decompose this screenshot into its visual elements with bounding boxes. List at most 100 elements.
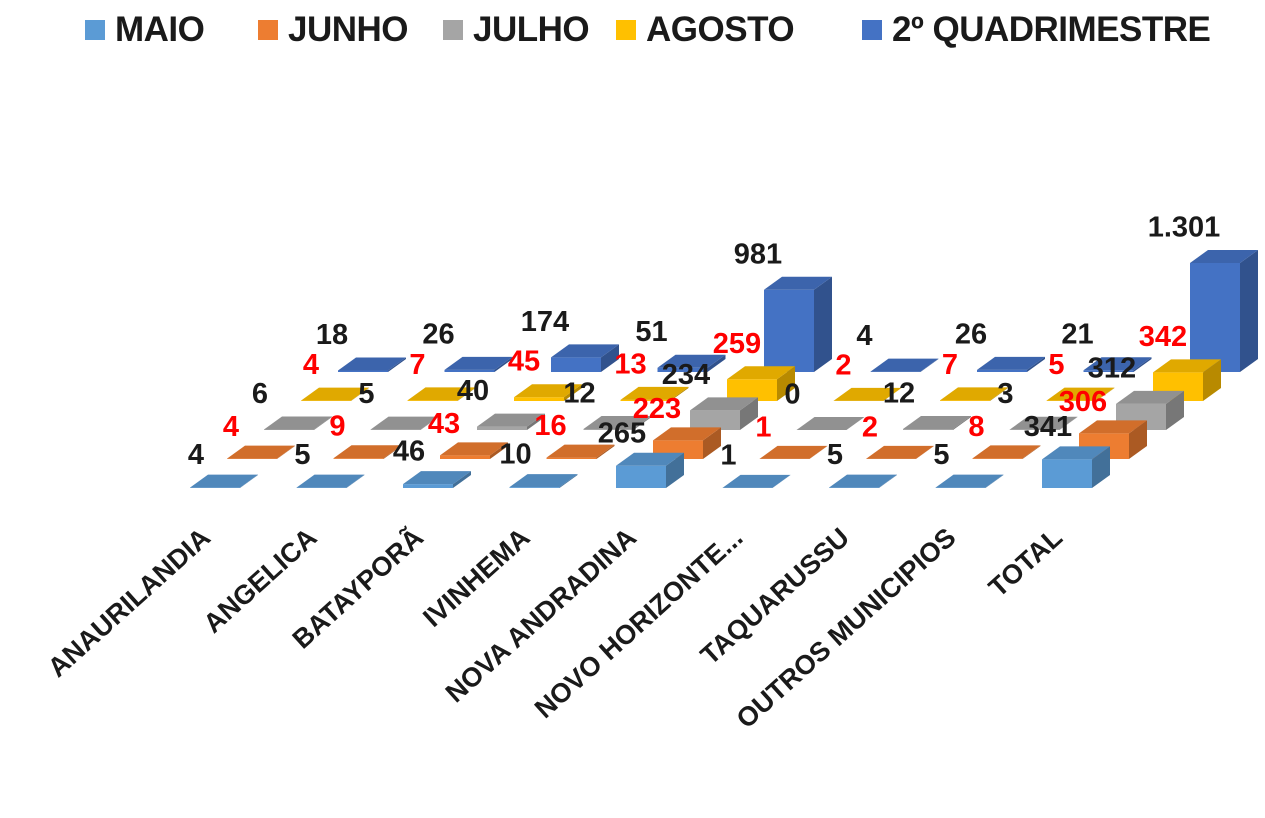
data-label-agosto: 259 [713,328,761,360]
bar-top-face [759,445,828,459]
data-label-maio: 5 [933,439,949,471]
data-label-julho: 3 [997,378,1013,410]
bar-front-face [333,458,384,459]
bar-junho-angelica [333,445,402,459]
bar-top-face [509,474,578,488]
data-label-agosto: 45 [508,346,540,378]
bar-top-face [403,471,471,485]
bar-2-quadrimestre-ivinhema [657,354,726,372]
bar-side-face [1027,356,1045,372]
bar-top-face [440,442,508,456]
bar-2-quadrimestre-angelica [444,356,513,372]
bar-junho-outros-municipios [972,445,1041,459]
bar-front-face [972,458,1023,459]
bar-top-face [977,356,1045,370]
data-label-agosto: 13 [614,348,646,380]
bar-2-quadrimestre-taquarussu [977,356,1045,372]
bar-maio-anaurilandia [190,474,258,488]
bar-agosto-angelica [407,387,476,401]
category-axis: ANAURILANDIAANGELICABATAYPORÃIVINHEMANOV… [42,521,1068,734]
bar-front-face [264,429,314,430]
bar-front-face [338,370,388,372]
data-label-maio: 5 [294,439,310,471]
bar-agosto-outros-municipios [1046,387,1115,401]
bar-top-face [514,384,582,398]
data-label-2-quadrimestre: 21 [1061,319,1093,351]
bar-front-face [407,400,458,401]
legend-item-julho: JULHO [443,10,590,50]
bar-top-face [870,358,939,372]
data-label-julho: 312 [1088,352,1136,384]
bar-agosto-bataypora [514,384,582,401]
bar-top-face [338,357,406,371]
data-label-junho: 4 [223,411,239,443]
bar-front-face [690,410,740,430]
bar-side-face [990,387,1008,401]
bar-side-face [814,276,832,372]
data-label-junho: 8 [968,411,984,443]
bar-side-face [383,445,402,459]
bar-front-face [903,428,953,430]
bar-side-face [916,445,934,459]
bar-front-face [1190,263,1240,372]
bar-top-face [370,416,439,430]
legend-item-junho: JUNHO [258,10,409,50]
bar-top-face [407,387,476,401]
bar-front-face [440,455,490,459]
data-label-agosto: 342 [1139,321,1187,353]
bar-2-quadrimestre-outros-municipios [1083,357,1152,372]
bar-maio-angelica [296,474,365,488]
bar-agosto-anaurilandia [301,387,369,401]
bar-front-face [514,397,564,401]
data-label-maio: 10 [499,439,531,471]
data-label-agosto: 7 [942,349,958,381]
data-label-julho: 40 [457,375,489,407]
data-label-2-quadrimestre: 981 [734,238,782,270]
legend-swatch [862,20,882,40]
data-label-maio: 341 [1024,411,1072,443]
bar-top-face [444,356,513,370]
bar-top-face [1079,420,1147,434]
bar-agosto-taquarussu [940,387,1008,401]
bar-side-face [1022,445,1041,459]
bar-junho-taquarussu [866,445,934,459]
bar-2-quadrimestre-anaurilandia [338,357,406,372]
bar-side-face [1203,359,1221,401]
bar-top-face [1153,359,1221,373]
bar-top-face [227,445,295,459]
bar-maio-bataypora [403,471,471,488]
bar-front-face [509,487,560,488]
legend-swatch [616,20,636,40]
bar-top-face [722,474,791,488]
bar-top-face [546,444,615,458]
bar-side-face [703,427,721,459]
bar-julho-nova-andradina [690,397,758,430]
bar-julho-anaurilandia [264,416,332,430]
data-label-agosto: 5 [1048,349,1064,381]
bar-side-face [453,471,471,488]
bar-top-face [1116,390,1184,404]
data-label-junho: 2 [862,411,878,443]
bar-top-face [551,344,619,358]
bar-side-face [388,357,406,372]
chart-legend: MAIO JUNHO JULHO AGOSTO 2º QUADRIMESTRE [0,0,1265,60]
bar-side-face [1240,250,1258,372]
category-label-nova-andradina: NOVA ANDRADINA [440,522,642,708]
data-label-maio: 1 [720,439,736,471]
bar-front-face [477,426,527,430]
data-label-maio: 4 [188,439,204,471]
legend-label: MAIO [115,10,205,49]
bar-side-face [559,474,578,488]
bar-top-face [940,387,1008,401]
bar-top-face [972,445,1041,459]
bar-top-face [616,452,684,466]
category-label-total: TOTAL [983,522,1068,603]
bar-2-quadrimestre-novo-horizonte [870,358,939,372]
bar-side-face [346,474,365,488]
data-label-2-quadrimestre: 26 [955,318,987,350]
bar-side-face [1059,416,1078,430]
bar-maio-taquarussu [829,474,897,488]
bar-front-face [583,428,634,430]
